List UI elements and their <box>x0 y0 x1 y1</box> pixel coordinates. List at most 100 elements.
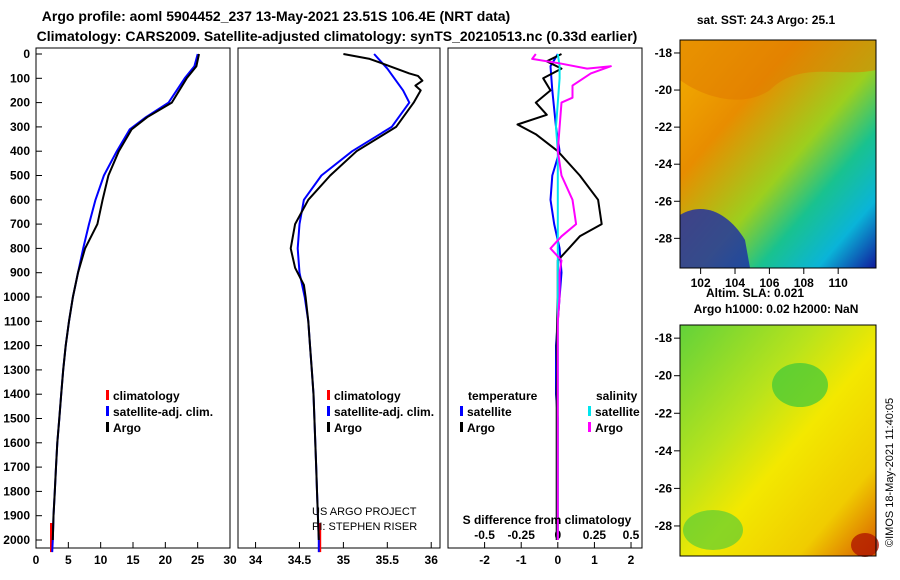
sla-map-panel: Altim. SLA: 0.021 Argo h1000: 0.02 h2000… <box>655 286 879 557</box>
lat-tick-label: -26 <box>655 194 673 208</box>
salinity-panel: 34 34.5 35 35.5 36 climatology satellite-adj… <box>237 47 441 567</box>
lat-tick-label: -22 <box>655 406 673 420</box>
temperature-plot-frame <box>35 47 231 549</box>
figure-title-line1: Argo profile: aoml 5904452_237 13-May-20… <box>42 8 510 24</box>
sst-map-panel: sat. SST: 24.3 Argo: 25.1 -18 -20 -22 -24 -2… <box>655 13 877 290</box>
legend-label-satellite: satellite-adj. clim. <box>334 405 434 419</box>
y-tick-label: 1000 <box>3 290 30 304</box>
lon-tick-label: 104 <box>725 276 745 290</box>
legend-label-temp-satellite: satellite <box>467 405 512 419</box>
difference-plot-frame <box>447 47 643 549</box>
y-tick-label: 1200 <box>3 339 30 353</box>
series-line-argo <box>289 53 424 541</box>
pi-credit: PI: STEPHEN RISER <box>312 521 417 533</box>
y-tick-label: 0 <box>23 47 30 61</box>
x-tick-label: 20 <box>159 553 173 567</box>
x-tick-label: 10 <box>94 553 108 567</box>
legend-swatch-sal-argo <box>588 422 591 432</box>
y-tick-label: 700 <box>10 217 30 231</box>
legend-label-argo: Argo <box>113 421 141 435</box>
lat-tick-label: -24 <box>655 157 673 171</box>
sst-lon-axis: 102 104 106 108 110 <box>691 268 848 290</box>
legend-label-satellite: satellite-adj. clim. <box>113 405 213 419</box>
lat-tick-label: -18 <box>655 331 673 345</box>
sla-low-patch-2 <box>683 510 743 550</box>
x-tick-label: 1 <box>591 553 598 567</box>
y-tick-label: 1500 <box>3 412 30 426</box>
legend-swatch-temp-argo <box>460 422 463 432</box>
x-tick-label: 34 <box>249 553 263 567</box>
sst-lat-axis: -18 -20 -22 -24 -26 -28 <box>655 46 680 245</box>
series-line-satellite-adj-clim- <box>51 53 199 553</box>
lat-tick-label: -18 <box>655 46 673 60</box>
x-tick-label: 0 <box>554 553 561 567</box>
y-tick-label: 1900 <box>3 509 30 523</box>
project-credit: US ARGO PROJECT <box>312 506 417 518</box>
legend-label-argo: Argo <box>334 421 362 435</box>
difference-series <box>516 53 612 540</box>
sla-high-patch <box>851 533 879 557</box>
y-tick-label: 2000 <box>3 533 30 547</box>
y-tick-label: 900 <box>10 266 30 280</box>
legend-swatch-argo <box>327 422 330 432</box>
y-tick-label: 1700 <box>3 460 30 474</box>
temperature-legend: climatology satellite-adj. clim. Argo <box>106 389 213 435</box>
y-tick-label: 100 <box>10 71 30 85</box>
x-tick-label: 0 <box>33 553 40 567</box>
x-tick-label: 15 <box>126 553 140 567</box>
difference-panel: -2 -1 0 1 2 -0.5 -0.25 0 0.25 0.5 temperature sa… <box>447 47 643 567</box>
sla-low-patch <box>772 363 828 407</box>
s-diff-tick-label: -0.5 <box>474 528 495 542</box>
legend-label-sal-satellite: satellite <box>595 405 640 419</box>
sst-map-frame <box>679 39 877 269</box>
series-line-salinity-argo <box>531 53 612 540</box>
series-line-temperature-argo <box>516 53 603 540</box>
legend-swatch-climatology <box>327 390 330 400</box>
lon-tick-label: 108 <box>794 276 814 290</box>
salinity-legend: climatology satellite-adj. clim. Argo <box>327 389 434 435</box>
y-tick-label: 600 <box>10 193 30 207</box>
imos-credit: ©IMOS 18-May-2021 11:40:05 <box>884 398 896 547</box>
sla-map-title1: Altim. SLA: 0.021 <box>706 286 804 300</box>
sst-warm-region <box>680 40 876 100</box>
s-diff-tick-label: -0.25 <box>508 528 536 542</box>
temperature-panel: 0100200300400500600700800900100011001200… <box>3 47 237 567</box>
depth-axis: 0 100 200 300 400 500 600 700 800 900 1000 1100 1200… <box>3 47 42 547</box>
x-tick-label: 35 <box>337 553 351 567</box>
y-tick-label: 500 <box>10 169 30 183</box>
legend-swatch-climatology <box>106 390 109 400</box>
y-tick-label: 1400 <box>3 387 30 401</box>
y-tick-label: 200 <box>10 96 30 110</box>
legend-label-temp-argo: Argo <box>467 421 495 435</box>
y-tick-label: 800 <box>10 241 30 255</box>
y-tick-label: 400 <box>10 144 30 158</box>
lat-tick-label: -20 <box>655 369 673 383</box>
legend-label-sal-argo: Argo <box>595 421 623 435</box>
legend-title-salinity: salinity <box>596 389 638 403</box>
salinity-x-axis: 34 34.5 35 35.5 36 <box>249 542 438 567</box>
salinity-series <box>289 53 424 553</box>
legend-swatch-satellite <box>327 406 330 416</box>
difference-legend: temperature satellite Argo salinity sate… <box>460 389 640 435</box>
lat-tick-label: -20 <box>655 83 673 97</box>
x-tick-label: 2 <box>628 553 635 567</box>
x-tick-label: 25 <box>191 553 205 567</box>
y-tick-label: 1100 <box>4 314 30 328</box>
lat-tick-label: -28 <box>655 519 673 533</box>
lat-tick-label: -24 <box>655 444 673 458</box>
x-tick-label: 35.5 <box>376 553 400 567</box>
legend-swatch-temp-satellite <box>460 406 463 416</box>
series-line-argo <box>51 53 200 541</box>
lat-tick-label: -28 <box>655 231 673 245</box>
difference-x-axis: -2 -1 0 1 2 <box>479 542 635 567</box>
legend-swatch-sal-satellite <box>588 406 591 416</box>
sla-map-frame <box>679 324 877 557</box>
legend-label-climatology: climatology <box>334 389 401 403</box>
figure-title-line2: Climatology: CARS2009. Satellite-adjuste… <box>37 28 638 44</box>
sla-map-title2: Argo h1000: 0.02 h2000: NaN <box>694 302 859 316</box>
x-tick-label: -1 <box>516 553 527 567</box>
legend-label-climatology: climatology <box>113 389 180 403</box>
y-tick-label: 1300 <box>3 363 30 377</box>
sla-lat-axis: -18 -20 -22 -24 -26 -28 <box>655 331 680 533</box>
